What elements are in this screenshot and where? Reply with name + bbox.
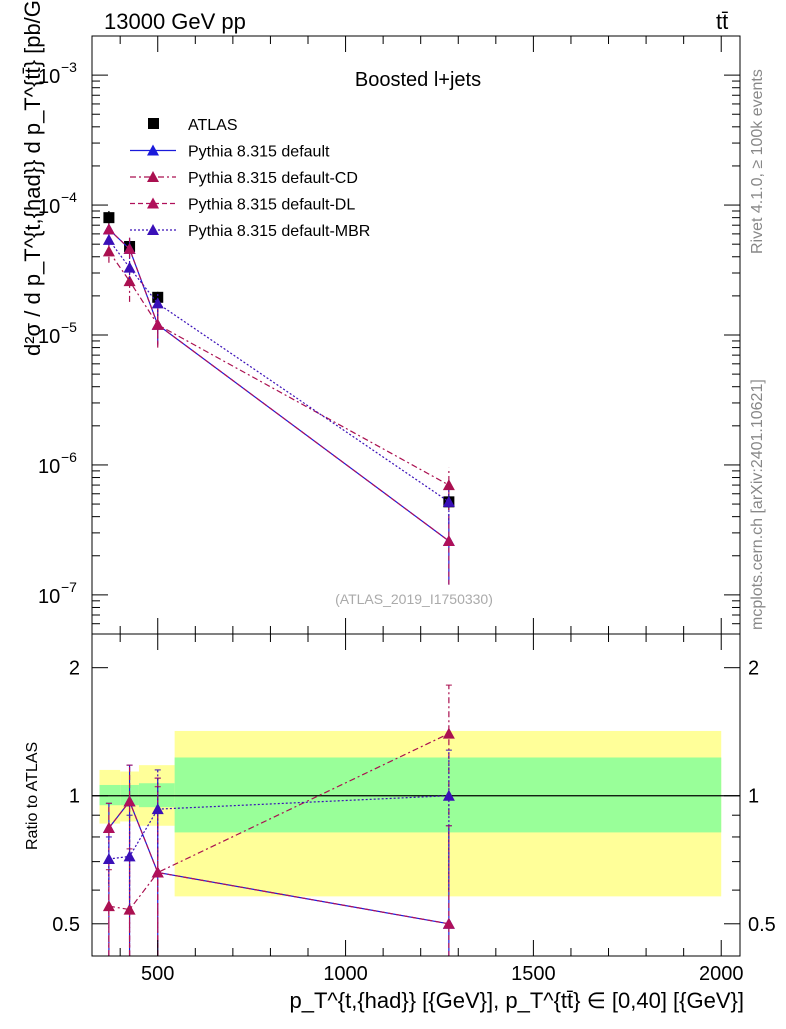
source-label: mcplots.cern.ch [arXiv:2401.10621] (749, 379, 766, 630)
y-tick-exponent: −7 (61, 579, 77, 595)
ratio-point (442, 917, 455, 929)
ratio-point (123, 903, 136, 915)
ratio-point (123, 795, 136, 807)
legend-label: ATLAS (188, 117, 238, 134)
ratio-line-mbr (108, 795, 449, 860)
ratio-point (123, 850, 136, 862)
legend-item-data: ATLAS (148, 117, 238, 134)
main-y-axis: 10−710−610−510−410−3 (38, 35, 740, 635)
data-point (152, 291, 164, 303)
legend-item-mbr: Pythia 8.315 default-MBR (130, 223, 370, 240)
mc-point (102, 233, 115, 245)
y-tick-exponent: −3 (61, 59, 77, 75)
mc-point (151, 297, 164, 309)
legend-item-default: Pythia 8.315 default (130, 144, 330, 161)
ratio-point (442, 727, 455, 739)
ratio-point (102, 821, 115, 833)
series-line-default (108, 228, 450, 542)
legend-marker-square (148, 118, 159, 129)
rivet-label: Rivet 4.1.0, ≥ 100k events (749, 69, 766, 254)
mc-point (442, 534, 455, 546)
ratio-series-mbr (102, 749, 455, 907)
mc-point (123, 275, 136, 287)
x-tick-label: 500 (141, 963, 174, 985)
mc-point (123, 261, 136, 273)
y-tick-label: 10 (38, 586, 60, 608)
series-cd (102, 241, 455, 511)
data-point (103, 212, 115, 224)
legend-label: Pythia 8.315 default-CD (188, 170, 358, 187)
legend-marker-triangle (147, 144, 159, 156)
energy-label: 13000 GeV pp (104, 9, 246, 34)
series-dl (102, 223, 455, 585)
y-tick-label: 10 (38, 66, 60, 88)
ratio-point (151, 866, 164, 878)
mc-point (102, 223, 115, 235)
legend-item-cd: Pythia 8.315 default-CD (130, 170, 358, 187)
ratio-point (442, 789, 455, 801)
mc-point (123, 242, 136, 254)
ratio-y-tick-label: 0.5 (52, 914, 80, 936)
ratio-axes: 500 1000 1500 2000 0.5 0.5 1 1 2 2 (52, 634, 776, 985)
mc-point (151, 318, 164, 330)
y-tick-exponent: −6 (61, 449, 77, 465)
legend-item-dl: Pythia 8.315 default-DL (130, 197, 355, 214)
y-tick-label: 10 (38, 326, 60, 348)
ratio-marks (102, 684, 455, 956)
y-tick-exponent: −5 (61, 319, 77, 335)
mc-point (442, 495, 455, 507)
series-data (103, 211, 455, 511)
series-line-cd (108, 251, 450, 486)
x-axis-title: p_T^{t,{had}} [{GeV}], p_T^{tt̄} ∈ [0,40… (290, 988, 744, 1013)
watermark: (ATLAS_2019_I1750330) (335, 591, 493, 607)
series-line-dl (108, 228, 450, 542)
mc-point (442, 479, 455, 491)
ratio-y-tick-label-right: 2 (748, 658, 759, 680)
ratio-y-tick-label: 1 (69, 786, 80, 808)
series-line-mbr (108, 239, 450, 503)
legend-marker-triangle (147, 197, 159, 209)
x-tick-label: 1000 (323, 963, 368, 985)
y-tick-exponent: −4 (61, 189, 77, 205)
ratio-y-tick-label: 2 (69, 658, 80, 680)
main-panel: 10−710−610−510−410−3 Boosted l+jets (ATL… (20, 0, 741, 635)
x-tick-label: 1500 (511, 963, 556, 985)
ratio-bands (92, 730, 740, 897)
y-tick-label: 10 (38, 456, 60, 478)
series-default (102, 223, 455, 585)
ratio-y-axis-title: Ratio to ATLAS (24, 742, 41, 850)
ratio-y-tick-label-right: 1 (748, 786, 759, 808)
legend-label: Pythia 8.315 default (188, 144, 330, 161)
y-tick-label: 10 (38, 196, 60, 218)
ratio-point (151, 803, 164, 815)
ratio-y-tick-label-right: 0.5 (748, 914, 776, 936)
legend-label: Pythia 8.315 default-MBR (188, 223, 370, 240)
main-marks (102, 211, 455, 585)
legend: ATLAS Pythia 8.315 default Pythia 8.315 de… (130, 117, 370, 240)
legend-marker-triangle (147, 171, 159, 182)
legend-marker-triangle (147, 224, 159, 235)
series-mbr (102, 233, 455, 525)
band-inner (99, 784, 121, 806)
main-y-axis-title: d²σ / d p_T^{t,{had}} d p_T^{tt̄} [pb/Ge… (20, 0, 45, 356)
ratio-line-dl (108, 800, 449, 925)
process-label: tt̄ (716, 9, 728, 34)
legend-label: Pythia 8.315 default-DL (188, 197, 355, 214)
ratio-panel: 500 1000 1500 2000 0.5 0.5 1 1 2 2 Ratio to ATLAS… (24, 633, 776, 1013)
mc-point (102, 245, 115, 257)
main-title: Boosted l+jets (355, 69, 481, 91)
ratio-frame (91, 633, 741, 957)
x-tick-label: 2000 (699, 963, 744, 985)
ratio-point (102, 853, 115, 865)
